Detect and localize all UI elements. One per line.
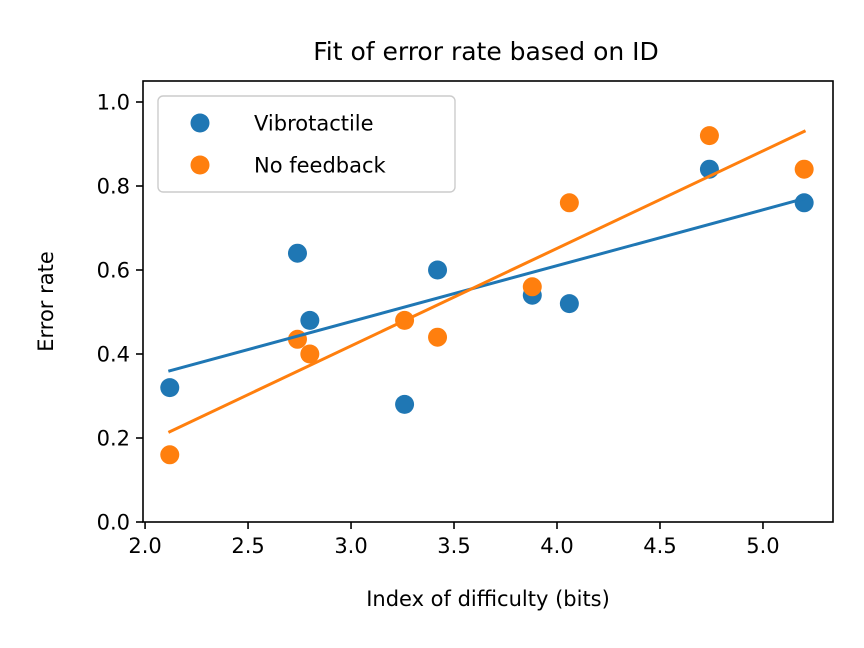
data-point-no-feedback — [699, 126, 719, 146]
data-point-no-feedback — [522, 277, 542, 297]
data-point-no-feedback — [559, 193, 579, 213]
x-tick-label: 2.0 — [128, 534, 161, 558]
y-tick-label: 0.8 — [97, 175, 130, 199]
plot-marks — [160, 126, 814, 465]
plot-frame — [142, 80, 834, 523]
data-point-no-feedback — [160, 445, 180, 465]
legend-marker-vibrotactile — [190, 113, 210, 133]
y-tick-label: 0.6 — [97, 259, 130, 283]
x-tick-label: 4.0 — [540, 534, 573, 558]
x-tick-label: 3.5 — [437, 534, 470, 558]
y-axis-label: Error rate — [34, 251, 58, 352]
data-point-no-feedback — [428, 327, 448, 347]
y-tick-label: 0.4 — [97, 343, 130, 367]
y-tick-label: 0.2 — [97, 427, 130, 451]
data-point-vibrotactile — [300, 310, 320, 330]
y-tick-label: 1.0 — [97, 91, 130, 115]
x-tick-label: 2.5 — [231, 534, 264, 558]
x-axis-ticks: 2.0 2.5 3.0 3.5 4.0 4.5 5.0 — [128, 522, 780, 558]
data-point-vibrotactile — [559, 294, 579, 314]
x-axis-label: Index of difficulty (bits) — [366, 587, 610, 611]
fit-line-no-feedback — [167, 129, 807, 434]
chart-title: Fit of error rate based on ID — [313, 37, 659, 66]
legend-marker-no-feedback — [190, 155, 210, 175]
data-point-vibrotactile — [428, 260, 448, 280]
x-tick-label: 4.5 — [643, 534, 676, 558]
x-tick-label: 3.0 — [334, 534, 367, 558]
y-axis-ticks: 0.0 0.2 0.4 0.6 0.8 1.0 — [97, 91, 143, 535]
data-point-vibrotactile — [287, 243, 307, 263]
data-point-no-feedback — [300, 344, 320, 364]
fit-line-vibrotactile — [167, 196, 807, 373]
data-point-no-feedback — [794, 159, 814, 179]
legend-label-vibrotactile: Vibrotactile — [254, 112, 374, 136]
legend: Vibrotactile No feedback — [157, 95, 456, 193]
data-point-vibrotactile — [794, 193, 814, 213]
data-point-vibrotactile — [395, 394, 415, 414]
data-point-vibrotactile — [160, 378, 180, 398]
y-tick-label: 0.0 — [97, 511, 130, 535]
x-tick-label: 5.0 — [746, 534, 779, 558]
legend-frame — [157, 95, 456, 193]
legend-label-no-feedback: No feedback — [254, 154, 387, 178]
